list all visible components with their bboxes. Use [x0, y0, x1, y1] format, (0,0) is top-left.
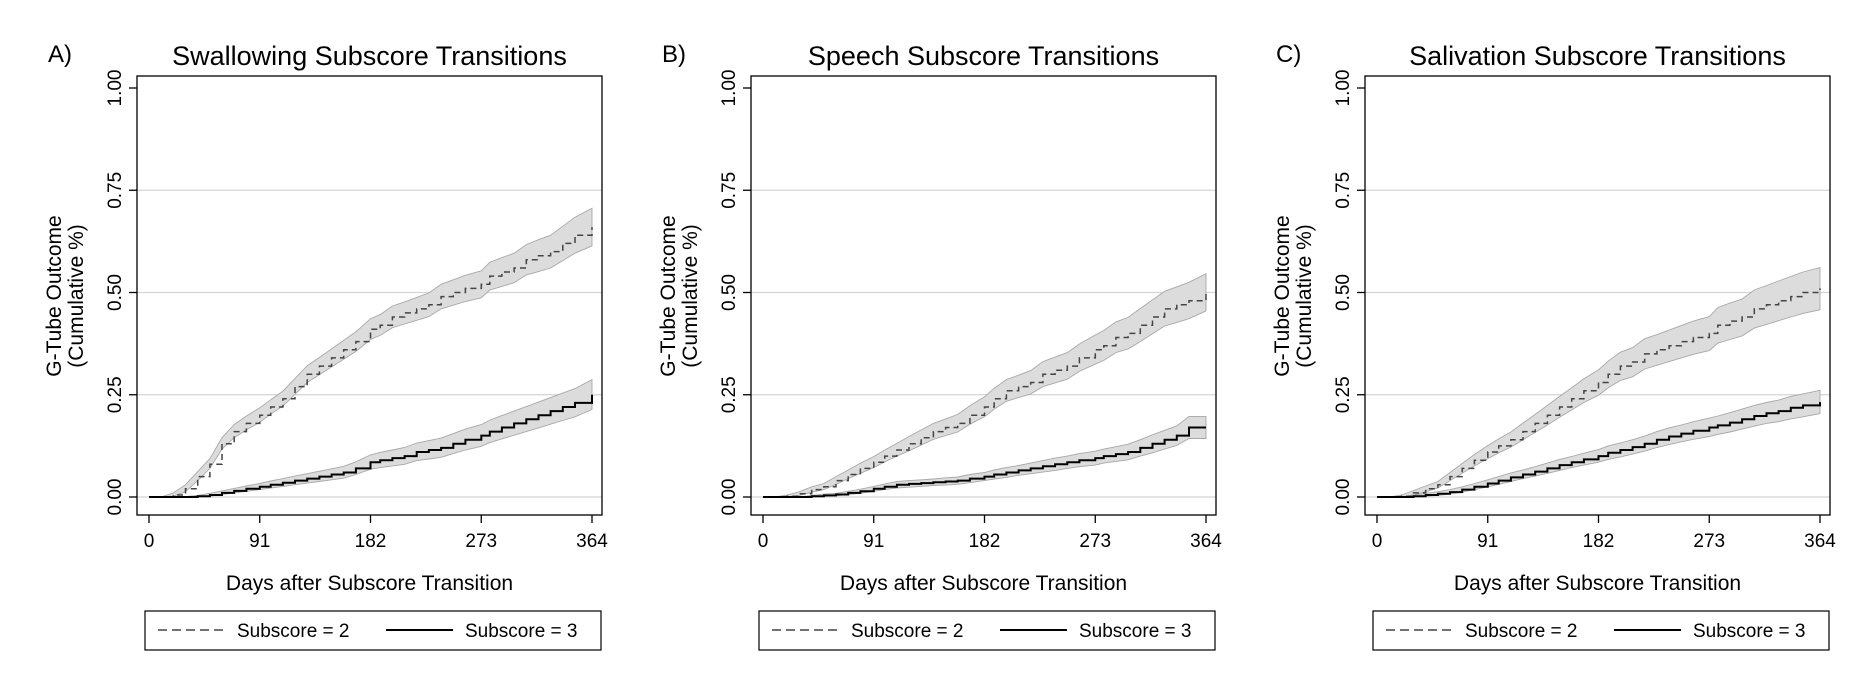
legend-label-2: Subscore = 3 [1079, 621, 1192, 642]
y-tick-label: 0.00 [1333, 479, 1354, 516]
legend: Subscore = 2 Subscore = 3 [144, 610, 602, 651]
legend-label-1: Subscore = 2 [851, 621, 964, 642]
y-tick-label: 0.75 [105, 172, 126, 209]
y-tick-label: 0.50 [719, 274, 740, 311]
ci-band-series-1 [763, 272, 1207, 498]
ci-band-series-1 [149, 207, 593, 498]
panel-label: C) [1276, 41, 1301, 68]
x-tick-label: 364 [576, 531, 608, 552]
y-tick-label: 0.75 [1333, 172, 1354, 209]
chart-panel-2: B) Speech Subscore Transitions 0.00 0.25 0.5… [657, 41, 1222, 651]
y-axis-label: G-Tube Outcome [1271, 215, 1294, 376]
chart-panel-1: A) Swallowing Subscore Transitions 0.00 0.2… [43, 41, 608, 651]
series-line-1 [763, 292, 1207, 498]
y-tick-label: 0.75 [719, 172, 740, 209]
y-axis-label-line2: (Cumulative %) [1293, 224, 1316, 368]
x-tick-label: 0 [144, 531, 155, 552]
y-axis-label-line2: (Cumulative %) [679, 224, 702, 368]
chart-title: Salivation Subscore Transitions [1409, 41, 1786, 71]
series-line-1 [1377, 288, 1821, 498]
x-axis-label: Days after Subscore Transition [840, 572, 1127, 595]
x-tick-label: 273 [1079, 531, 1111, 552]
y-tick-label: 0.25 [105, 376, 126, 413]
y-tick-label: 0.50 [105, 274, 126, 311]
panel-label: B) [662, 41, 686, 68]
legend-label-1: Subscore = 2 [237, 621, 350, 642]
legend: Subscore = 2 Subscore = 3 [1372, 610, 1830, 651]
plot-frame [750, 75, 1217, 516]
plot-frame [136, 75, 603, 516]
chart-title: Speech Subscore Transitions [808, 41, 1159, 71]
y-axis-label: G-Tube Outcome [657, 215, 680, 376]
y-tick-label: 0.50 [1333, 274, 1354, 311]
x-tick-label: 91 [249, 531, 270, 552]
x-tick-label: 364 [1190, 531, 1222, 552]
y-tick-label: 0.00 [719, 479, 740, 516]
chart-title: Swallowing Subscore Transitions [172, 41, 567, 71]
x-tick-label: 182 [969, 531, 1001, 552]
panel-label: A) [48, 41, 72, 68]
x-tick-label: 0 [1372, 531, 1383, 552]
series-line-2 [763, 426, 1206, 498]
legend-label-2: Subscore = 3 [465, 621, 578, 642]
legend: Subscore = 2 Subscore = 3 [758, 610, 1216, 651]
y-tick-label: 0.25 [719, 376, 740, 413]
y-tick-label: 0.00 [105, 479, 126, 516]
x-tick-label: 91 [1477, 531, 1498, 552]
y-tick-label: 1.00 [719, 70, 740, 107]
legend-label-2: Subscore = 3 [1693, 621, 1806, 642]
x-tick-label: 364 [1804, 531, 1836, 552]
y-tick-label: 1.00 [1333, 70, 1354, 107]
x-tick-label: 182 [355, 531, 387, 552]
y-tick-label: 1.00 [105, 70, 126, 107]
x-axis-label: Days after Subscore Transition [1454, 572, 1741, 595]
x-axis-label: Days after Subscore Transition [226, 572, 513, 595]
x-tick-label: 182 [1583, 531, 1615, 552]
legend-label-1: Subscore = 2 [1465, 621, 1578, 642]
x-tick-label: 91 [863, 531, 884, 552]
y-tick-label: 0.25 [1333, 376, 1354, 413]
ci-band-series-2 [149, 378, 593, 498]
series-line-2 [149, 394, 593, 498]
x-tick-label: 273 [1693, 531, 1725, 552]
series-line-2 [1377, 402, 1821, 498]
plot-frame [1364, 75, 1831, 516]
ci-band-series-2 [1377, 389, 1821, 498]
y-axis-label-line2: (Cumulative %) [65, 224, 88, 368]
series-line-1 [149, 227, 593, 498]
x-tick-label: 0 [758, 531, 769, 552]
chart-panel-3: C) Salivation Subscore Transitions 0.00 0.2… [1271, 41, 1836, 651]
y-axis-label: G-Tube Outcome [43, 215, 66, 376]
x-tick-label: 273 [465, 531, 497, 552]
